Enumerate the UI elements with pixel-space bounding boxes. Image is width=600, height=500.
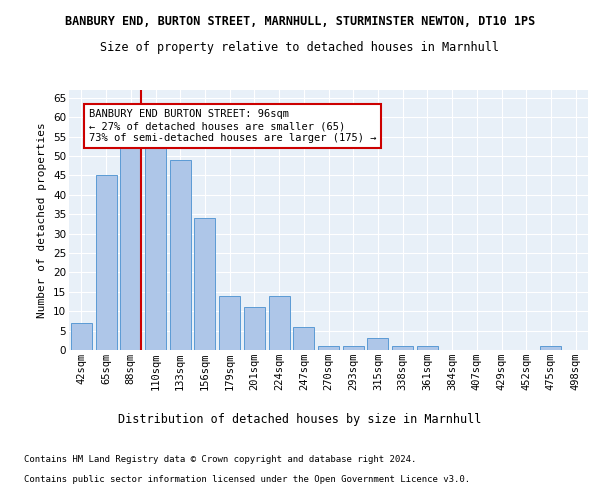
Text: Distribution of detached houses by size in Marnhull: Distribution of detached houses by size …	[118, 412, 482, 426]
Bar	[244, 308, 265, 350]
Text: BANBURY END BURTON STREET: 96sqm
← 27% of detached houses are smaller (65)
73% o: BANBURY END BURTON STREET: 96sqm ← 27% o…	[89, 110, 376, 142]
Bar	[417, 346, 438, 350]
Bar	[269, 296, 290, 350]
Bar	[95, 176, 116, 350]
Bar	[145, 144, 166, 350]
Text: Contains public sector information licensed under the Open Government Licence v3: Contains public sector information licen…	[24, 475, 470, 484]
Text: Size of property relative to detached houses in Marnhull: Size of property relative to detached ho…	[101, 41, 499, 54]
Y-axis label: Number of detached properties: Number of detached properties	[37, 122, 47, 318]
Bar	[71, 323, 92, 350]
Bar	[541, 346, 562, 350]
Text: Contains HM Land Registry data © Crown copyright and database right 2024.: Contains HM Land Registry data © Crown c…	[24, 455, 416, 464]
Text: BANBURY END, BURTON STREET, MARNHULL, STURMINSTER NEWTON, DT10 1PS: BANBURY END, BURTON STREET, MARNHULL, ST…	[65, 15, 535, 28]
Bar	[318, 346, 339, 350]
Bar	[120, 144, 141, 350]
Bar	[219, 296, 240, 350]
Bar	[293, 326, 314, 350]
Bar	[194, 218, 215, 350]
Bar	[170, 160, 191, 350]
Bar	[392, 346, 413, 350]
Bar	[367, 338, 388, 350]
Bar	[343, 346, 364, 350]
